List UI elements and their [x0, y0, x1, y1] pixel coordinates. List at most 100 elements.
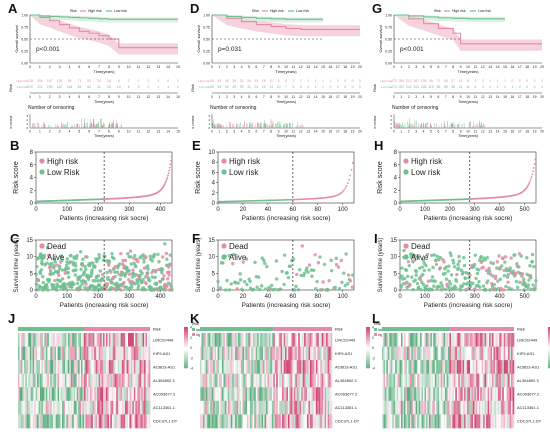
alive-point [238, 272, 242, 276]
heat-cell [402, 373, 405, 388]
heat-cell [242, 387, 245, 402]
heat-cell [69, 414, 72, 429]
heat-cell [260, 346, 262, 361]
heat-cell [301, 387, 303, 402]
dead-point [327, 278, 331, 283]
heat-cell [402, 400, 405, 415]
heat-cell [315, 373, 318, 388]
legend-label-low: Low risk [229, 168, 259, 177]
heat-cell [210, 346, 213, 361]
heat-cell [277, 346, 280, 361]
risk-point [350, 168, 353, 171]
y-axis-title: Overall survival [14, 25, 19, 52]
alive-point [52, 264, 57, 268]
heat-cell [35, 360, 38, 375]
heatmap-J: LINC02449KIF9-AS1ACBD3-AS1AL354892.3AC09… [18, 322, 202, 429]
heat-cell [88, 333, 91, 347]
heat-cell [471, 346, 474, 361]
heat-cell [73, 333, 76, 347]
legend-dot-dead [403, 243, 409, 249]
heat-cell [464, 400, 466, 415]
heat-cell [478, 333, 481, 347]
color-key-segment [548, 339, 550, 342]
alive-point [75, 281, 80, 286]
heat-cell [386, 400, 389, 415]
heat-cell [260, 373, 262, 388]
heat-cell [258, 333, 261, 347]
x-tick-label: 80 [314, 207, 321, 213]
heat-cell [268, 400, 271, 415]
y-tick-label: 6 [30, 163, 34, 169]
alive-point [45, 285, 49, 289]
legend-title: Risk [252, 9, 259, 13]
risk-x-tick: 4 [241, 95, 243, 99]
alive-point [236, 281, 240, 285]
heat-cell [431, 346, 434, 361]
heat-cell [511, 400, 513, 415]
heat-cell [431, 414, 434, 429]
heat-cell [132, 414, 135, 429]
heat-cell [434, 387, 437, 402]
heat-cell [210, 373, 213, 388]
heat-cell [503, 333, 506, 347]
heat-cell [489, 400, 491, 415]
color-key-segment [548, 337, 550, 340]
heat-cell [241, 346, 243, 361]
heat-cell [85, 346, 88, 361]
heat-cell [242, 414, 245, 429]
color-key-tick: -4 [372, 367, 375, 371]
gene-label: AL354892.3 [153, 378, 175, 383]
heat-cell [136, 360, 139, 375]
x-tick-label: 6 [255, 65, 257, 69]
heat-cell [28, 346, 31, 361]
heat-cell [276, 387, 279, 402]
risk-point [234, 200, 237, 203]
heat-cell [200, 360, 202, 375]
heat-cell [241, 414, 243, 429]
heat-cell [475, 387, 478, 402]
heat-cell [312, 400, 315, 415]
heat-cell [288, 414, 290, 429]
alive-point [256, 275, 261, 279]
y-tick-label: 0 [212, 288, 216, 294]
risk-count-low: 0 [352, 85, 354, 89]
alive-point [449, 253, 453, 258]
heat-cell [78, 373, 80, 388]
heat-cell [412, 414, 415, 429]
heat-cell [264, 346, 267, 361]
alive-point [481, 284, 486, 288]
heat-cell [497, 373, 500, 388]
alive-point [137, 284, 141, 288]
heat-cell [26, 373, 29, 388]
heat-cell [421, 333, 424, 347]
heat-cell [70, 414, 73, 429]
heat-cell [423, 373, 425, 388]
heat-cell [229, 414, 232, 429]
color-key-segment [548, 351, 550, 354]
heat-cell [301, 346, 303, 361]
heat-cell [329, 373, 331, 388]
risk-count-high: 96 [429, 79, 433, 83]
risk-count-high: 1 [322, 79, 324, 83]
censor-y-tick: 2 [26, 118, 28, 122]
heat-cell [299, 400, 302, 415]
alive-point [257, 287, 262, 292]
heat-cell [448, 414, 450, 429]
heat-cell [45, 387, 48, 402]
heat-cell [249, 414, 252, 429]
heat-cell [468, 400, 471, 415]
heat-cell [450, 387, 453, 402]
alive-point [447, 279, 452, 284]
heat-cell [299, 414, 302, 429]
heat-cell [95, 387, 98, 402]
censor-x-tick: 11 [292, 130, 296, 134]
heat-cell [205, 387, 208, 402]
heat-cell [274, 333, 277, 347]
heat-cell [496, 360, 499, 375]
heat-cell [412, 400, 415, 415]
alive-point [153, 275, 157, 280]
alive-point [263, 261, 267, 266]
heat-cell [442, 346, 444, 361]
heat-cell [302, 373, 305, 388]
